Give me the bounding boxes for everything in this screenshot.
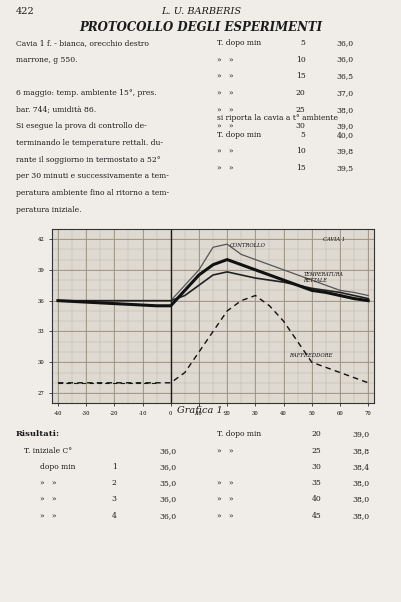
- Text: »   »: » »: [217, 479, 233, 487]
- Text: Si esegue la prova di controllo de-: Si esegue la prova di controllo de-: [16, 122, 146, 131]
- Text: terminando le temperature rettali. du-: terminando le temperature rettali. du-: [16, 139, 163, 147]
- Text: 6 maggio: temp. ambiente 15°, pres.: 6 maggio: temp. ambiente 15°, pres.: [16, 89, 156, 97]
- Text: Cavia 1 f. - bianca, orecchio destro: Cavia 1 f. - bianca, orecchio destro: [16, 39, 149, 47]
- Text: 45: 45: [311, 512, 321, 520]
- Text: 39,0: 39,0: [352, 430, 369, 438]
- Text: rante il soggiorno in termostato a 52°: rante il soggiorno in termostato a 52°: [16, 156, 160, 164]
- Text: 40: 40: [311, 495, 321, 503]
- Text: 15: 15: [295, 72, 305, 80]
- Text: 35,0: 35,0: [159, 479, 176, 487]
- Text: 36,0: 36,0: [159, 495, 176, 503]
- Text: 37,0: 37,0: [336, 89, 353, 97]
- Text: 25: 25: [311, 447, 321, 455]
- Text: PROTOCOLLO DEGLI ESPERIMENTI: PROTOCOLLO DEGLI ESPERIMENTI: [79, 20, 322, 34]
- Text: »   »: » »: [40, 495, 57, 503]
- Text: 38,8: 38,8: [352, 447, 369, 455]
- Text: L. U. BARBERIS: L. U. BARBERIS: [160, 7, 241, 16]
- Text: 4: 4: [111, 512, 116, 520]
- Text: 38,0: 38,0: [336, 106, 353, 114]
- Text: »   »: » »: [40, 479, 57, 487]
- Text: »   »: » »: [217, 72, 233, 80]
- Text: 39,5: 39,5: [336, 164, 353, 172]
- Text: T. dopo min: T. dopo min: [217, 430, 261, 438]
- Text: T. dopo min: T. dopo min: [217, 131, 261, 138]
- Text: 2: 2: [111, 479, 116, 487]
- Text: T. dopo min: T. dopo min: [217, 39, 261, 47]
- Text: dopo min: dopo min: [40, 463, 75, 471]
- Text: si riporta la cavia a t° ambiente: si riporta la cavia a t° ambiente: [217, 114, 337, 122]
- Text: marrone, g 550.: marrone, g 550.: [16, 55, 77, 64]
- Text: Risultati:: Risultati:: [16, 430, 60, 438]
- Text: 40,0: 40,0: [336, 131, 353, 138]
- Text: 36,0: 36,0: [336, 55, 353, 64]
- Text: 36,0: 36,0: [159, 512, 176, 520]
- Text: 36,0: 36,0: [159, 463, 176, 471]
- Text: per 30 minuti e successivamente a tem-: per 30 minuti e successivamente a tem-: [16, 173, 168, 181]
- Text: 35: 35: [311, 479, 321, 487]
- Text: T. iniziale C°: T. iniziale C°: [24, 447, 72, 455]
- Text: Grafica 1.: Grafica 1.: [176, 406, 225, 415]
- Text: RAFFREDDORE: RAFFREDDORE: [288, 353, 332, 358]
- Text: 39,0: 39,0: [336, 122, 353, 131]
- Text: »   »: » »: [217, 495, 233, 503]
- Text: »   »: » »: [40, 512, 57, 520]
- Text: 38,0: 38,0: [352, 512, 369, 520]
- Text: »   »: » »: [217, 147, 233, 155]
- Text: 1: 1: [111, 463, 116, 471]
- Text: CONTROLLO: CONTROLLO: [229, 243, 265, 248]
- Text: 38,0: 38,0: [352, 495, 369, 503]
- Text: 39,8: 39,8: [336, 147, 353, 155]
- Text: 422: 422: [16, 7, 35, 16]
- Text: 15: 15: [295, 164, 305, 172]
- Text: TEMPERATURA
RETTALE: TEMPERATURA RETTALE: [303, 272, 342, 283]
- Text: 5: 5: [300, 131, 305, 138]
- Text: 25: 25: [295, 106, 305, 114]
- Text: 5: 5: [300, 39, 305, 47]
- Text: »   »: » »: [217, 122, 233, 131]
- Text: 38,0: 38,0: [352, 479, 369, 487]
- Text: 36,0: 36,0: [159, 447, 176, 455]
- Text: »   »: » »: [217, 89, 233, 97]
- Text: »   »: » »: [217, 164, 233, 172]
- Text: »   »: » »: [217, 447, 233, 455]
- Text: 38,4: 38,4: [352, 463, 369, 471]
- Text: 20: 20: [295, 89, 305, 97]
- Text: »   »: » »: [217, 106, 233, 114]
- Text: 30: 30: [311, 463, 321, 471]
- Text: »   »: » »: [217, 512, 233, 520]
- Text: peratura iniziale.: peratura iniziale.: [16, 206, 81, 214]
- Text: 10: 10: [295, 55, 305, 64]
- Text: CAVIA 1: CAVIA 1: [322, 237, 344, 242]
- Text: 36,5: 36,5: [336, 72, 353, 80]
- Text: bar. 744; umidità 86.: bar. 744; umidità 86.: [16, 106, 96, 114]
- Text: 36,0: 36,0: [336, 39, 353, 47]
- Text: 3: 3: [111, 495, 116, 503]
- Text: »   »: » »: [217, 55, 233, 64]
- Text: peratura ambiente fino al ritorno a tem-: peratura ambiente fino al ritorno a tem-: [16, 189, 169, 197]
- Text: 20: 20: [311, 430, 321, 438]
- Text: 30: 30: [295, 122, 305, 131]
- Text: 10: 10: [295, 147, 305, 155]
